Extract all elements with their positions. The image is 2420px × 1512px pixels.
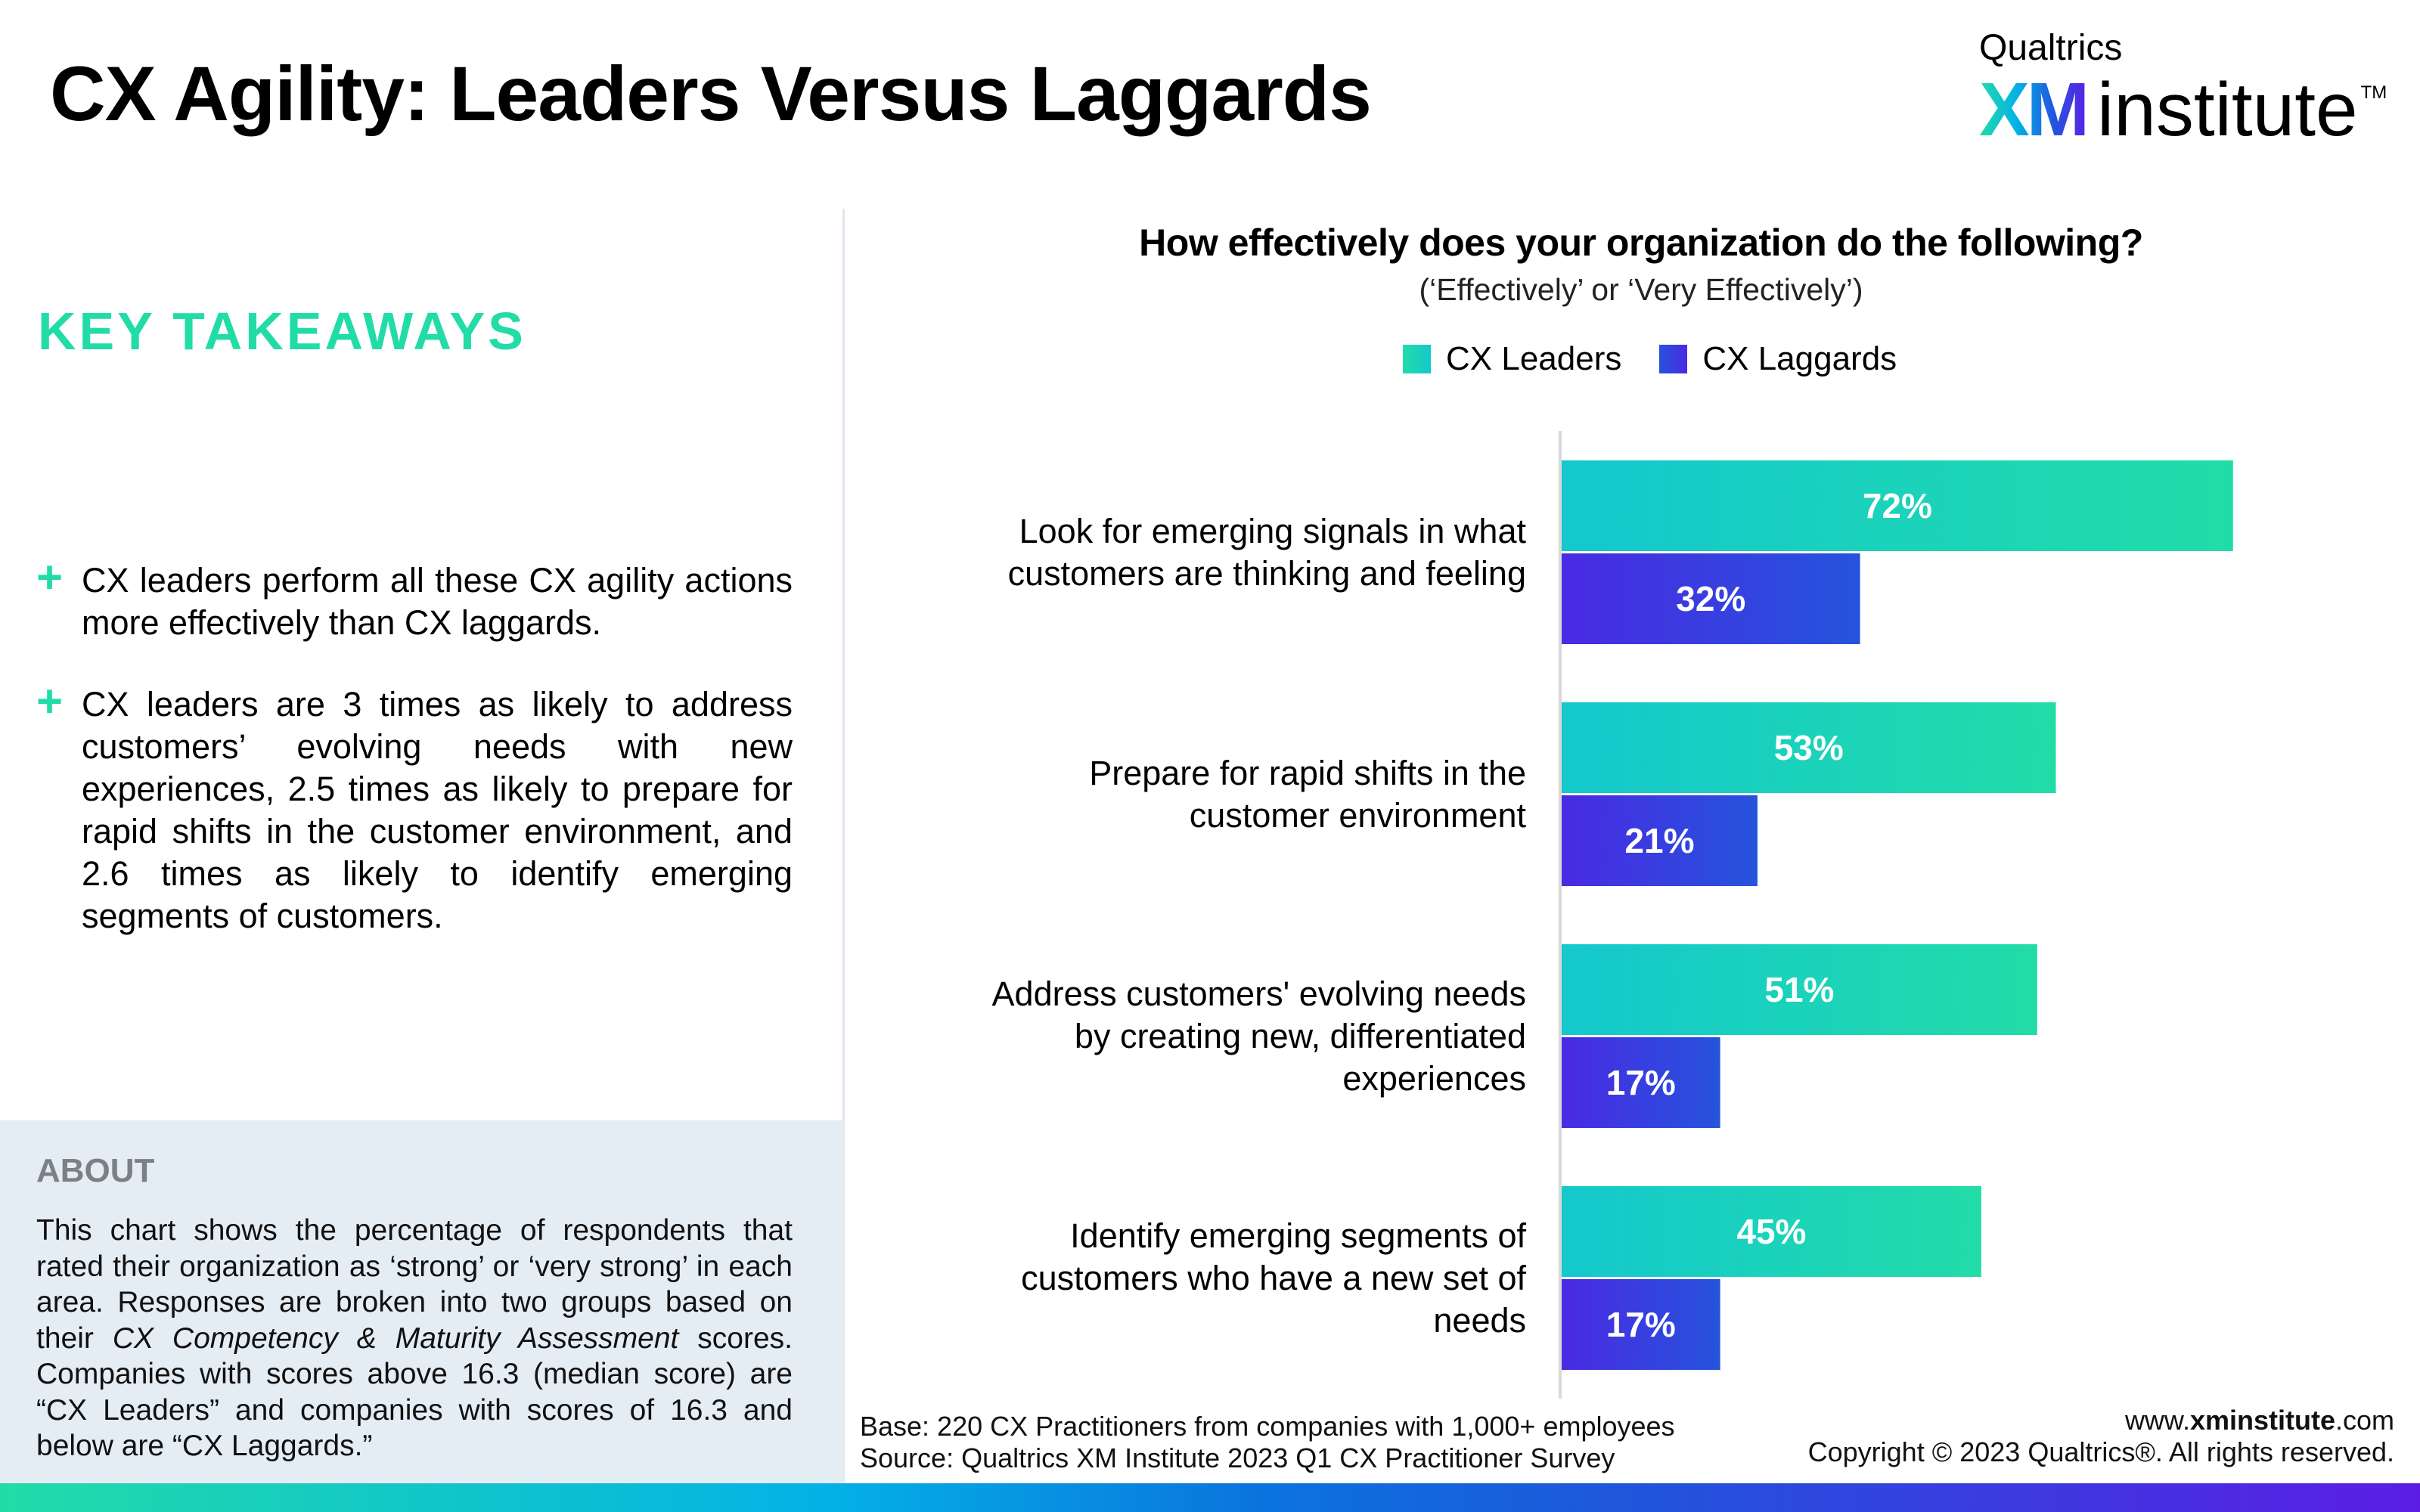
category-label-line: Identify emerging segments of (1070, 1216, 1526, 1255)
copyright-text: Copyright © 2023 Qualtrics®. All rights … (1807, 1436, 2394, 1467)
data-label-laggards: 17% (1606, 1305, 1676, 1344)
legend-label-leaders: CX Leaders (1446, 340, 1622, 377)
about-text-italic: CX Competency & Maturity Assessment (112, 1321, 679, 1355)
takeaway-item: + CX leaders perform all these CX agilit… (36, 552, 793, 644)
bar-leaders (1562, 944, 2037, 1035)
data-label-leaders: 72% (1863, 486, 1932, 525)
category-label-line: experiences (1342, 1058, 1526, 1098)
chart-legend: CX Leaders CX Laggards (1403, 340, 1934, 378)
category-label-line: Prepare for rapid shifts in the (1089, 753, 1526, 792)
about-text: This chart shows the percentage of respo… (36, 1213, 793, 1464)
chart-title: How effectively does your organization d… (1139, 222, 2143, 264)
legend-item-laggards: CX Laggards (1659, 340, 1897, 378)
data-label-laggards: 32% (1676, 579, 1745, 618)
logo-xm-text: XM (1979, 67, 2090, 152)
bars-group: 72% 32% 53% 21% 51% 17% 45% 17% (1562, 460, 2233, 1370)
category-label: Identify emerging segments of customers w… (921, 1215, 1526, 1342)
page-title: CX Agility: Leaders Versus Laggards (50, 51, 1372, 137)
category-label-line: by creating new, differentiated (1074, 1016, 1526, 1055)
source-note: Source: Qualtrics XM Institute 2023 Q1 C… (860, 1442, 1615, 1473)
category-label: Prepare for rapid shifts in the customer … (921, 752, 1526, 837)
chart-subtitle: (‘Effectively’ or ‘Very Effectively’) (1419, 272, 1863, 307)
about-text-part1: This chart shows the percentage of respo… (36, 1214, 793, 1355)
legend-item-leaders: CX Leaders (1403, 340, 1621, 378)
data-label-laggards: 21% (1624, 821, 1694, 860)
logo-institute-text: institute (2097, 67, 2358, 152)
category-label-line: Look for emerging signals in what (1019, 511, 1526, 550)
plus-icon: + (36, 676, 64, 727)
category-label-line: customer environment (1189, 795, 1526, 835)
bar-laggards (1562, 553, 1860, 644)
bar-laggards (1562, 1279, 1720, 1370)
key-takeaways-heading: KEY TAKEAWAYS (38, 302, 526, 361)
category-label: Look for emerging signals in what custome… (921, 510, 1526, 595)
legend-swatch-leaders (1403, 345, 1431, 373)
bottom-gradient-strip (0, 1483, 2420, 1512)
logo-wordmark: XM institute TM (1979, 72, 2387, 147)
takeaway-text: CX leaders perform all these CX agility … (82, 561, 793, 642)
bar-laggards (1562, 1037, 1720, 1128)
panel-divider (842, 209, 845, 1485)
about-heading: ABOUT (36, 1152, 155, 1189)
logo-qualtrics-text: Qualtrics (1979, 28, 2123, 68)
base-note: Base: 220 CX Practitioners from companie… (860, 1411, 1675, 1442)
data-label-leaders: 51% (1764, 970, 1834, 1009)
data-label-laggards: 17% (1606, 1063, 1676, 1102)
legend-label-laggards: CX Laggards (1702, 340, 1897, 377)
category-label-line: Address customers' evolving needs (991, 974, 1526, 1013)
url-bold: xminstitute (2189, 1405, 2335, 1436)
legend-swatch-laggards (1659, 345, 1688, 373)
category-label: Address customers' evolving needs by crea… (921, 973, 1526, 1100)
data-label-leaders: 53% (1774, 728, 1844, 767)
website-link[interactable]: www.xminstitute.com (1808, 1405, 2394, 1436)
about-text-part2: scores. Companies with scores above 16.3… (36, 1321, 793, 1463)
bar-leaders (1562, 1186, 1981, 1277)
url-prefix: www. (2124, 1405, 2190, 1436)
bar-laggards (1562, 795, 1758, 886)
plus-icon: + (36, 552, 64, 603)
bar-leaders (1562, 460, 2233, 551)
category-label-line: customers are thinking and feeling (1007, 553, 1526, 593)
footer-right: www.xminstitute.com Copyright © 2023 Qua… (1808, 1405, 2394, 1468)
url-suffix: .com (2335, 1405, 2394, 1436)
data-label-leaders: 45% (1736, 1212, 1806, 1251)
takeaway-text: CX leaders are 3 times as likely to addr… (82, 685, 793, 935)
footnote: Base: 220 CX Practitioners from companie… (860, 1411, 1675, 1474)
about-panel (0, 1120, 844, 1483)
takeaway-item: + CX leaders are 3 times as likely to ad… (36, 676, 793, 937)
category-label-line: needs (1433, 1300, 1526, 1340)
category-label-line: customers who have a new set of (1021, 1258, 1526, 1297)
bar-leaders (1562, 702, 2056, 793)
logo-trademark: TM (2360, 82, 2387, 103)
